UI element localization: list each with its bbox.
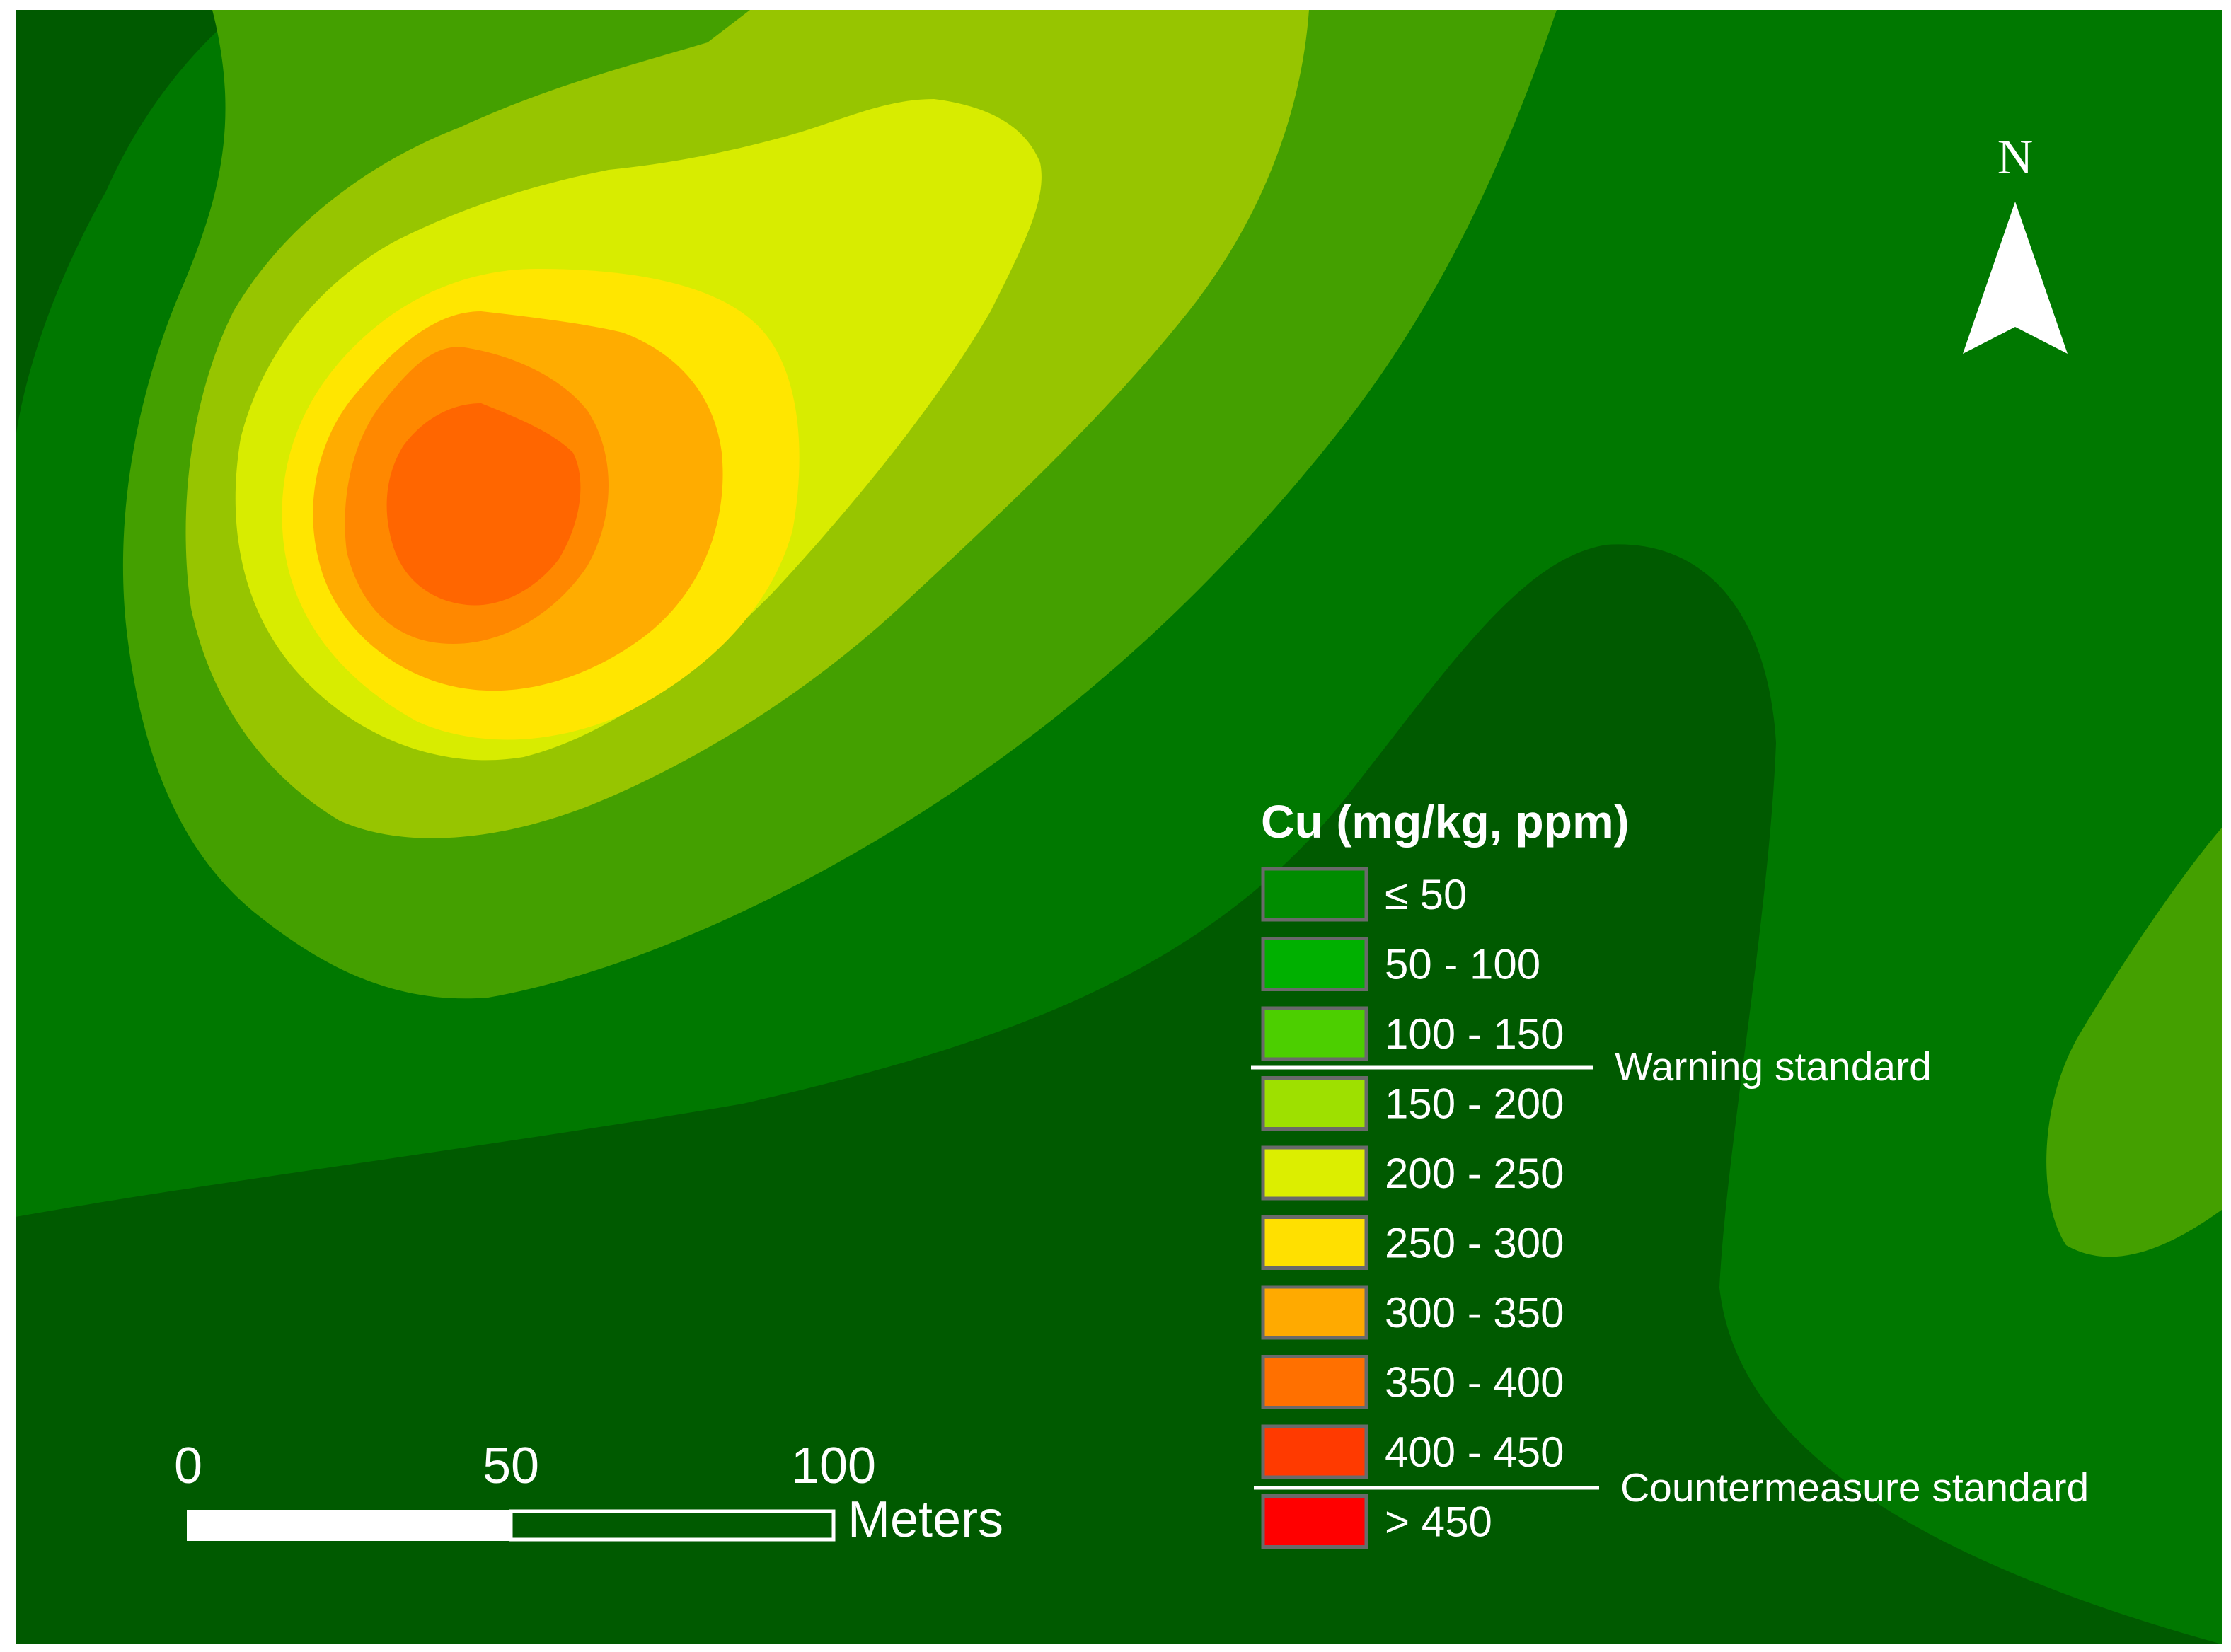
scale-tick-50: 50 bbox=[483, 1438, 539, 1494]
legend-label-9: > 450 bbox=[1385, 1498, 1492, 1546]
legend-label-2: 100 - 150 bbox=[1385, 1010, 1564, 1058]
legend-label-8: 400 - 450 bbox=[1385, 1428, 1564, 1476]
legend-label-0: ≤ 50 bbox=[1385, 871, 1467, 918]
warning-standard-label: Warning standard bbox=[1615, 1044, 1932, 1090]
legend-swatch-7 bbox=[1261, 1355, 1368, 1409]
legend-rows: ≤ 50 50 - 100 100 - 150 150 - 200 200 - 250 2… bbox=[1261, 867, 1564, 1549]
legend-swatch-2 bbox=[1261, 1006, 1368, 1061]
zone-darkest-bottom bbox=[16, 544, 2222, 1644]
legend-swatch-6 bbox=[1261, 1285, 1368, 1340]
legend-label-5: 250 - 300 bbox=[1385, 1220, 1564, 1267]
countermeasure-standard-label: Countermeasure standard bbox=[1620, 1465, 2089, 1511]
scale-tick-0: 0 bbox=[174, 1438, 202, 1494]
legend-swatch-3 bbox=[1261, 1076, 1368, 1131]
legend-swatch-9 bbox=[1261, 1494, 1368, 1549]
zone-darkest-top-left bbox=[16, 10, 241, 439]
legend-label-3: 150 - 200 bbox=[1385, 1080, 1564, 1128]
legend-title: Cu (mg/kg, ppm) bbox=[1261, 795, 1630, 848]
north-arrow: N bbox=[1963, 130, 2068, 354]
legend-swatch-5 bbox=[1261, 1215, 1368, 1270]
north-label: N bbox=[1997, 130, 2034, 185]
legend-swatch-8 bbox=[1261, 1424, 1368, 1479]
scale-bar-filled bbox=[187, 1510, 512, 1541]
legend-swatch-4 bbox=[1261, 1145, 1368, 1201]
legend-label-7: 350 - 400 bbox=[1385, 1359, 1564, 1406]
legend-swatch-1 bbox=[1261, 937, 1368, 991]
scale-bar: 0 50 100 Meters bbox=[174, 1438, 1003, 1548]
north-arrow-icon bbox=[1963, 202, 2068, 354]
scale-bar-open bbox=[509, 1509, 836, 1542]
zone-mid-green-right bbox=[2046, 828, 2222, 1257]
legend-swatch-0 bbox=[1261, 867, 1368, 922]
legend-label-6: 300 - 350 bbox=[1385, 1289, 1564, 1336]
legend: Cu (mg/kg, ppm) ≤ 50 50 - 100 100 - 150 150… bbox=[1251, 795, 2089, 1549]
zone-red-orange bbox=[386, 403, 581, 606]
legend-label-4: 200 - 250 bbox=[1385, 1150, 1564, 1197]
map-frame bbox=[16, 10, 2222, 1644]
scale-unit: Meters bbox=[848, 1491, 1003, 1548]
scale-tick-100: 100 bbox=[791, 1438, 876, 1494]
legend-label-1: 50 - 100 bbox=[1385, 941, 1540, 988]
